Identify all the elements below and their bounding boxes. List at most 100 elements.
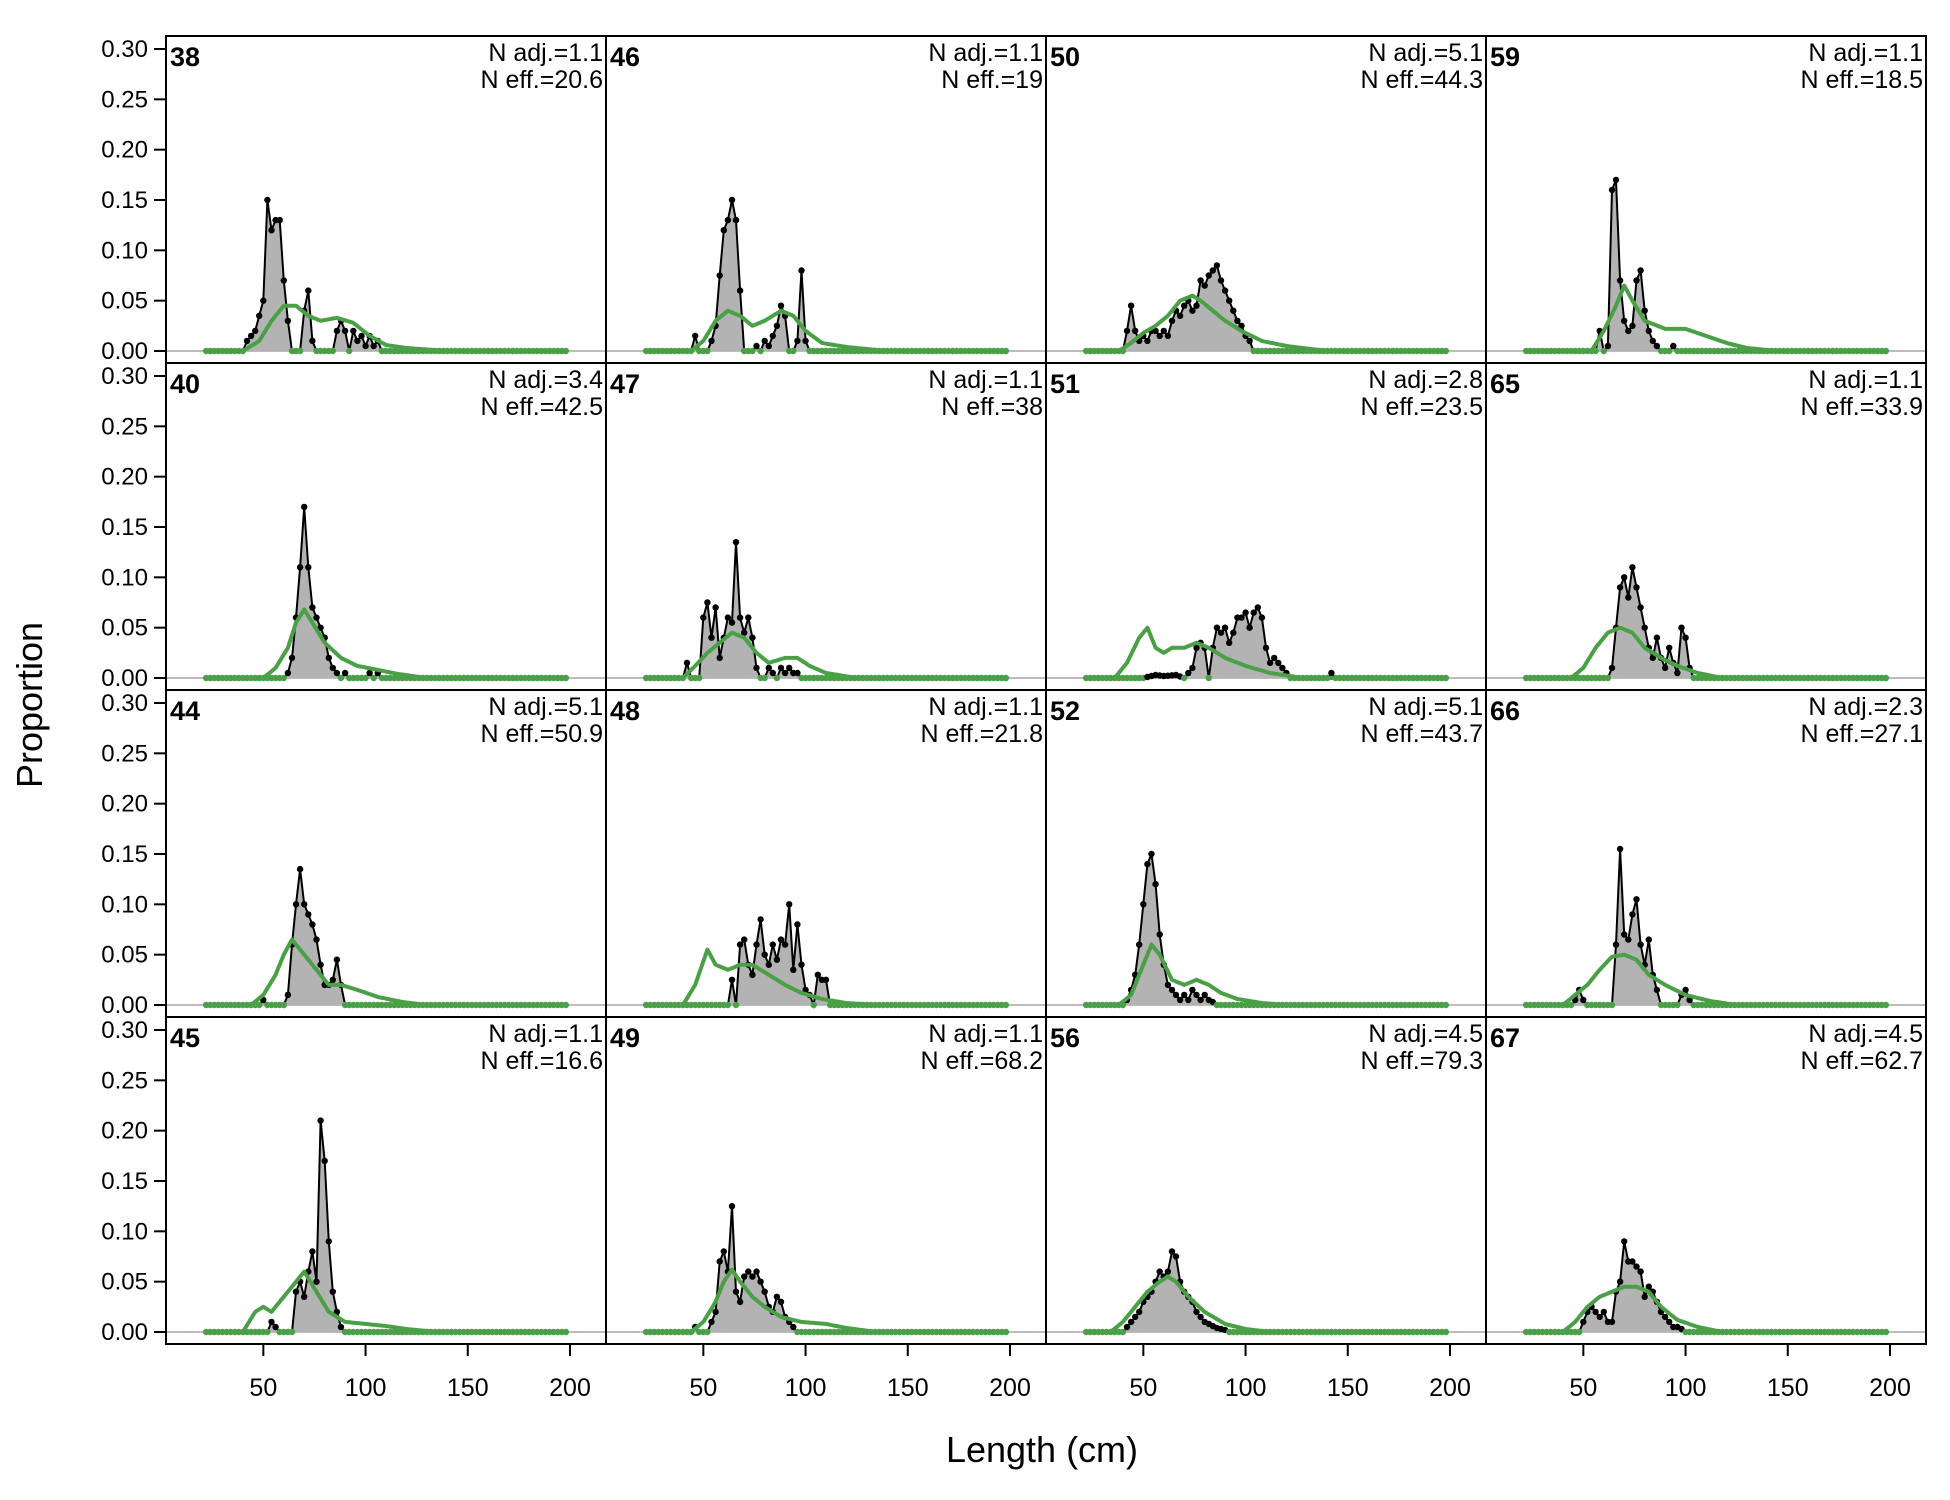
n-eff-label: N eff.=62.7 — [1800, 1047, 1923, 1075]
observed-area — [1526, 179, 1886, 351]
observed-point — [333, 327, 341, 335]
n-adj-label: N adj.=1.1 — [928, 366, 1043, 394]
observed-point — [732, 538, 740, 546]
observed-point — [1189, 986, 1196, 994]
observed-point — [777, 302, 785, 309]
observed-point — [745, 614, 752, 621]
observed-point — [1127, 1318, 1135, 1326]
y-tick-label: 0.30 — [101, 363, 148, 390]
observed-point — [1653, 342, 1661, 350]
observed-point — [1637, 941, 1644, 948]
observed-point — [1168, 317, 1176, 324]
observed-point — [350, 327, 357, 335]
panel-51: 51 N adj.=2.8N eff.=23.5 — [1045, 362, 1487, 691]
observed-point — [708, 337, 715, 345]
observed-area — [1526, 567, 1886, 678]
observed-point — [309, 337, 316, 345]
panel-id: 44 — [170, 696, 200, 726]
n-eff-label: N eff.=38 — [941, 393, 1043, 421]
panel-47: 47 N adj.=1.1N eff.=38 — [605, 362, 1047, 691]
observed-point — [1653, 634, 1661, 641]
observed-point — [1185, 996, 1192, 1004]
observed-point — [724, 216, 732, 224]
observed-point — [1674, 1001, 1681, 1009]
observed-point — [1262, 644, 1270, 651]
observed-point — [309, 604, 316, 611]
observed-point — [292, 901, 300, 908]
observed-point — [700, 614, 707, 621]
observed-point — [1271, 654, 1278, 662]
observed-point — [1221, 624, 1229, 631]
panel-52: 52 N adj.=5.1N eff.=43.7 — [1045, 689, 1487, 1018]
observed-point — [337, 674, 345, 682]
observed-point — [732, 216, 740, 224]
observed-point — [1238, 322, 1245, 329]
y-tick-label: 0.10 — [101, 237, 148, 264]
observed-point — [1612, 176, 1620, 184]
panel-id: 50 — [1050, 42, 1080, 72]
panel-44: 44 N adj.=5.1N eff.=50.9 — [165, 689, 607, 1018]
observed-point — [1608, 1318, 1616, 1326]
expected-line — [1086, 942, 1446, 1007]
observed-area — [1086, 854, 1446, 1005]
observed-point — [1682, 986, 1689, 994]
n-adj-label: N adj.=4.5 — [1808, 1020, 1923, 1048]
observed-point — [317, 624, 324, 631]
n-adj-label: N adj.=1.1 — [928, 693, 1043, 721]
observed-point — [1132, 1313, 1139, 1321]
y-tick-label: 0.00 — [101, 665, 148, 692]
observed-point — [814, 971, 821, 978]
observed-point — [1621, 317, 1628, 324]
observed-point — [256, 1001, 263, 1009]
observed-point — [716, 272, 723, 279]
observed-point — [1621, 931, 1628, 938]
y-tick-label: 0.05 — [101, 615, 148, 642]
observed-point — [753, 342, 760, 350]
observed-point — [810, 1001, 817, 1009]
observed-point — [317, 1117, 324, 1124]
x-tick-label: 200 — [549, 1374, 591, 1402]
x-tick-label: 150 — [887, 1374, 929, 1402]
observed-point — [1637, 267, 1644, 274]
observed-point — [305, 564, 312, 571]
observed-point — [313, 936, 320, 943]
observed-point — [761, 674, 768, 682]
observed-point — [337, 1323, 345, 1331]
observed-point — [781, 941, 789, 948]
panel-id: 48 — [610, 696, 640, 726]
observed-point — [1213, 262, 1221, 269]
observed-point — [765, 961, 772, 968]
observed-point — [1604, 674, 1612, 682]
observed-point — [313, 1278, 320, 1285]
y-tick-label: 0.20 — [101, 137, 148, 164]
observed-area — [206, 869, 566, 1005]
observed-point — [741, 629, 748, 636]
x-tick-label: 100 — [1665, 1374, 1707, 1402]
observed-point — [753, 664, 760, 672]
n-adj-label: N adj.=1.1 — [488, 1020, 603, 1048]
observed-area — [206, 506, 566, 678]
observed-point — [1136, 941, 1143, 948]
observed-line — [646, 199, 1006, 353]
observed-point — [704, 1328, 711, 1336]
observed-point — [1637, 1268, 1644, 1275]
observed-point — [1217, 629, 1225, 636]
observed-point — [761, 1288, 768, 1295]
n-adj-label: N adj.=5.1 — [1368, 693, 1483, 721]
observed-point — [773, 674, 781, 682]
x-tick-label: 50 — [1569, 1374, 1597, 1402]
observed-point — [370, 674, 377, 682]
y-tick-label: 0.00 — [101, 338, 148, 365]
observed-point — [741, 936, 748, 943]
observed-area — [206, 200, 566, 351]
observed-point — [1328, 669, 1335, 677]
observed-line — [646, 542, 1006, 680]
observed-line — [1526, 848, 1886, 1006]
observed-point — [1185, 669, 1192, 677]
observed-point — [329, 1288, 336, 1295]
observed-line — [646, 1206, 1006, 1333]
y-tick-label: 0.05 — [101, 1269, 148, 1296]
observed-point — [1144, 337, 1151, 345]
observed-point — [256, 312, 263, 319]
x-tick-label: 100 — [1225, 1374, 1267, 1402]
